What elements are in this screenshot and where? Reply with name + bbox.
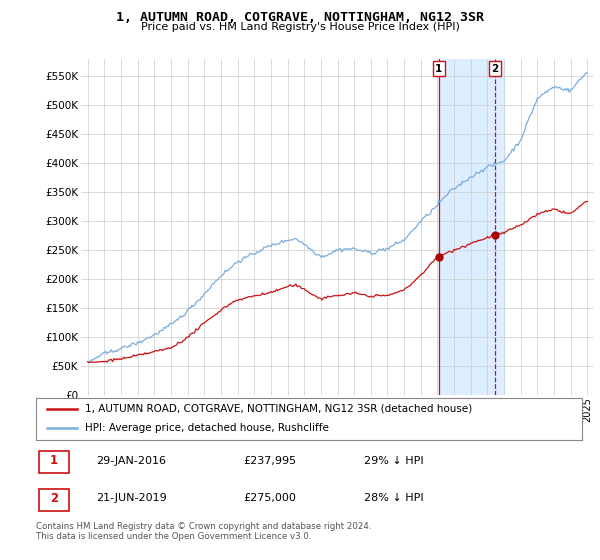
Text: 1: 1 — [435, 64, 442, 74]
Text: Price paid vs. HM Land Registry's House Price Index (HPI): Price paid vs. HM Land Registry's House … — [140, 22, 460, 32]
Text: 1: 1 — [50, 454, 58, 467]
FancyBboxPatch shape — [39, 488, 69, 511]
Text: 28% ↓ HPI: 28% ↓ HPI — [364, 493, 423, 503]
Text: £275,000: £275,000 — [244, 493, 296, 503]
Text: 1, AUTUMN ROAD, COTGRAVE, NOTTINGHAM, NG12 3SR (detached house): 1, AUTUMN ROAD, COTGRAVE, NOTTINGHAM, NG… — [85, 404, 472, 414]
Text: HPI: Average price, detached house, Rushcliffe: HPI: Average price, detached house, Rush… — [85, 423, 329, 433]
Text: 2: 2 — [491, 64, 499, 74]
Text: 2: 2 — [50, 492, 58, 505]
FancyBboxPatch shape — [36, 398, 582, 440]
Text: 29-JAN-2016: 29-JAN-2016 — [96, 455, 166, 465]
Text: 29% ↓ HPI: 29% ↓ HPI — [364, 455, 423, 465]
FancyBboxPatch shape — [39, 451, 69, 473]
Text: £237,995: £237,995 — [244, 455, 296, 465]
Text: 21-JUN-2019: 21-JUN-2019 — [96, 493, 167, 503]
Text: 1, AUTUMN ROAD, COTGRAVE, NOTTINGHAM, NG12 3SR: 1, AUTUMN ROAD, COTGRAVE, NOTTINGHAM, NG… — [116, 11, 484, 24]
Bar — [439, 59, 503, 395]
Text: Contains HM Land Registry data © Crown copyright and database right 2024.
This d: Contains HM Land Registry data © Crown c… — [36, 522, 371, 542]
